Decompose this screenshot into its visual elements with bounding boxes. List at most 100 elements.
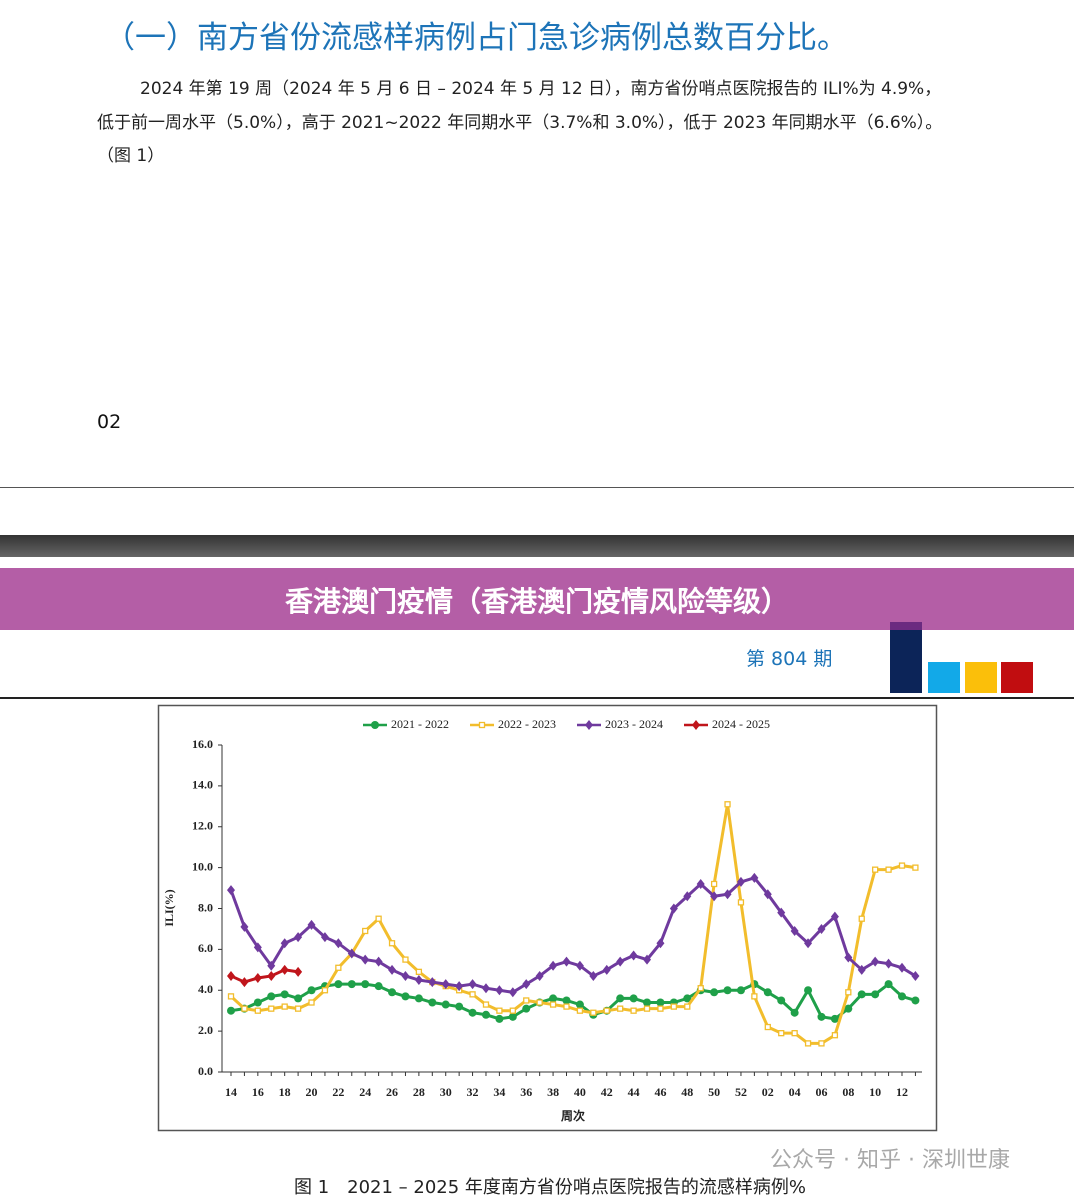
y-tick-label: 12.0 <box>192 819 213 833</box>
data-point <box>737 899 745 906</box>
data-point <box>347 980 356 989</box>
data-point <box>428 998 437 1007</box>
watermark: 公众号 · 知乎 · 深圳世康 <box>770 1148 1010 1173</box>
data-point <box>590 1009 597 1016</box>
data-point <box>388 940 396 947</box>
block <box>965 662 997 693</box>
data-point <box>455 981 464 992</box>
legend-label: 2024 - 2025 <box>712 717 770 731</box>
data-point <box>362 927 369 935</box>
data-point <box>508 1012 517 1021</box>
chart-frame <box>157 704 938 1132</box>
data-point <box>643 998 652 1007</box>
data-point <box>616 956 625 967</box>
y-tick-label: 10.0 <box>192 859 213 873</box>
data-point <box>657 1005 664 1012</box>
data-point <box>495 985 504 996</box>
data-point <box>496 1007 503 1014</box>
data-point <box>804 1040 812 1047</box>
data-point <box>872 866 879 873</box>
data-point <box>763 889 772 900</box>
data-point <box>335 964 342 971</box>
data-point <box>830 911 839 922</box>
data-point <box>630 1007 637 1014</box>
data-point <box>656 938 665 949</box>
data-point <box>670 1003 678 1010</box>
data-point <box>455 1002 464 1011</box>
data-point <box>294 932 303 943</box>
separator <box>0 487 1074 488</box>
data-point <box>885 866 892 873</box>
data-point <box>522 979 531 990</box>
x-tick-label: 16 <box>252 1085 264 1099</box>
block <box>1001 662 1033 693</box>
data-point <box>831 1032 839 1039</box>
x-tick-label: 50 <box>708 1085 720 1099</box>
block <box>928 662 960 693</box>
data-point <box>844 1004 853 1013</box>
dark-bar <box>0 535 1074 557</box>
x-tick-label: 32 <box>467 1085 479 1099</box>
y-tick-label: 8.0 <box>198 900 213 914</box>
y-tick-label: 0.0 <box>198 1064 213 1078</box>
data-point <box>777 907 786 918</box>
data-point <box>469 991 476 998</box>
data-point <box>790 925 799 936</box>
data-point <box>898 992 906 1001</box>
data-point <box>361 954 370 965</box>
data-point <box>884 980 893 989</box>
data-point <box>414 975 423 986</box>
x-tick-label: 38 <box>547 1085 559 1099</box>
data-point <box>723 889 732 900</box>
data-point <box>884 958 893 969</box>
data-point <box>549 1001 557 1008</box>
data-point <box>280 964 289 975</box>
data-point <box>576 1007 584 1014</box>
y-tick-label: 16.0 <box>192 737 213 751</box>
data-point <box>267 960 276 971</box>
data-point <box>549 960 558 971</box>
data-point <box>268 1005 275 1012</box>
x-tick-label: 30 <box>440 1085 452 1099</box>
data-point <box>280 938 289 949</box>
data-point <box>764 1023 771 1031</box>
data-point <box>669 903 678 914</box>
page-number: 02 <box>97 411 122 433</box>
data-point <box>750 872 759 883</box>
data-point <box>267 970 276 981</box>
data-point <box>253 998 262 1007</box>
legend-marker <box>692 720 700 730</box>
data-point <box>710 891 719 902</box>
data-point <box>401 992 410 1001</box>
data-point <box>575 960 584 971</box>
data-point <box>535 970 544 981</box>
data-point <box>321 987 329 994</box>
data-point <box>388 988 397 997</box>
series-line <box>230 968 299 984</box>
data-point <box>710 880 718 888</box>
data-point <box>911 970 920 981</box>
data-point <box>481 1010 490 1019</box>
data-point <box>347 948 356 959</box>
data-point <box>254 1007 261 1014</box>
data-point <box>629 950 638 961</box>
x-tick-label: 12 <box>896 1085 908 1099</box>
x-tick-label: 46 <box>654 1085 666 1099</box>
data-point <box>281 1003 288 1010</box>
data-point <box>684 1003 691 1010</box>
data-point <box>522 1004 531 1013</box>
data-point <box>736 986 745 995</box>
paragraph-line: 2024 年第 19 周（2024 年 5 月 6 日 – 2024 年 5 月… <box>140 79 942 99</box>
data-point <box>911 996 920 1005</box>
data-point <box>240 977 249 988</box>
banner-title: 香港澳门疫情（香港澳门疫情风险等级） <box>284 585 789 618</box>
data-point <box>374 956 383 967</box>
data-point <box>253 972 262 983</box>
data-point <box>603 1007 610 1014</box>
data-point <box>724 801 731 808</box>
data-point <box>562 996 571 1005</box>
data-point <box>817 1012 826 1021</box>
data-point <box>871 956 880 967</box>
